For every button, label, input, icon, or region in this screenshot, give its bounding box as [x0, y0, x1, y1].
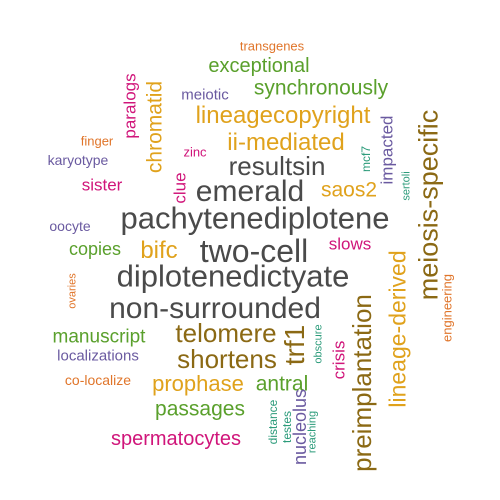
word-emerald: emerald [195, 175, 305, 208]
word-engineering: engineering [439, 274, 455, 342]
word-telomere: telomere [175, 318, 277, 348]
word-two-cell: two-cell [199, 233, 309, 269]
word-saos2: saos2 [320, 178, 378, 202]
word-paralogs: paralogs [120, 73, 140, 139]
word-obscure: obscure [312, 324, 325, 364]
word-reaching: reaching [306, 410, 319, 454]
word-ovaries: ovaries [66, 273, 79, 309]
word-prophase: prophase [152, 371, 244, 396]
word-copies: copies [68, 239, 122, 259]
word-lineage-derived: lineage-derived [384, 250, 411, 408]
word-co-localize: co-localize [64, 372, 132, 388]
word-clue: clue [170, 172, 190, 204]
word-exceptional: exceptional [208, 55, 310, 77]
word-oocyte: oocyte [49, 218, 91, 234]
word-lineagecopyright: lineagecopyright [195, 102, 371, 129]
word-synchronously: synchronously [253, 76, 389, 100]
word-resultsin: resultsin [228, 151, 326, 181]
word-spermatocytes: spermatocytes [110, 428, 242, 450]
word-manuscript: manuscript [52, 326, 146, 348]
word-sister: sister [81, 175, 123, 195]
word-preimplantation: preimplantation [347, 294, 377, 472]
word-shortens: shortens [177, 344, 277, 374]
word-crisis: crisis [329, 340, 349, 380]
word-trf1: trf1 [279, 324, 310, 366]
word-bifc: bifc [140, 237, 178, 264]
word-meiosis-specific: meiosis-specific [413, 109, 444, 301]
word-chromatid: chromatid [143, 80, 167, 174]
word-ii-mediated: ii-mediated [227, 129, 345, 156]
word-antral: antral [255, 372, 309, 396]
word-transgenes: transgenes [239, 38, 305, 54]
word-mcf7: mcf7 [359, 145, 373, 173]
word-karyotype: karyotype [47, 152, 109, 168]
word-sertoli: sertoli [400, 171, 413, 201]
word-distance: distance [266, 399, 280, 445]
word-impacted: impacted [377, 115, 397, 185]
word-localizations: localizations [57, 347, 139, 365]
word-slows: slows [328, 234, 372, 254]
word-meiotic: meiotic [181, 86, 229, 104]
word-finger: finger [80, 133, 114, 149]
word-pachytenediplotene: pachytenediplotene [120, 200, 390, 236]
word-zinc: zinc [183, 144, 207, 160]
word-non-surrounded: non-surrounded [109, 292, 321, 325]
word-diplotenedictyate: diplotenedictyate [116, 258, 350, 294]
word-passages: passages [155, 397, 245, 421]
